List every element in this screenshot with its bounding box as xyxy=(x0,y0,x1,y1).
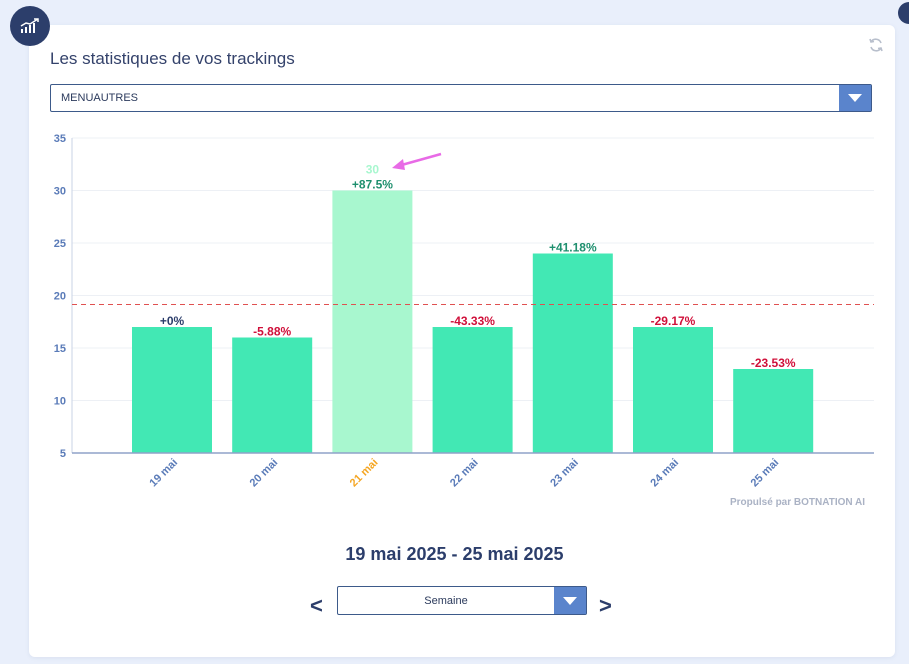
data-label: -5.88% xyxy=(253,325,291,339)
highlight-value-label: 30 xyxy=(366,163,380,177)
tracking-select[interactable]: MENUAUTRES xyxy=(50,84,872,112)
y-tick-label: 20 xyxy=(54,291,66,303)
tracking-select-value: MENUAUTRES xyxy=(61,92,139,104)
chevron-down-icon xyxy=(848,94,862,102)
data-label: +41.18% xyxy=(549,241,597,255)
x-tick-label: 20 mai xyxy=(248,457,281,490)
y-tick-label: 30 xyxy=(54,186,66,198)
dropdown-button[interactable] xyxy=(839,85,871,111)
chart-line-icon[interactable] xyxy=(10,6,50,46)
bar xyxy=(633,327,713,453)
x-tick-label: 19 mai xyxy=(147,457,180,490)
data-label: +87.5% xyxy=(352,178,393,192)
side-avatar xyxy=(898,2,909,24)
x-tick-label: 22 mai xyxy=(448,457,481,490)
y-tick-label: 10 xyxy=(54,396,66,408)
y-tick-label: 25 xyxy=(54,238,66,250)
next-week-button[interactable]: > xyxy=(599,593,612,618)
powered-by: Propulsé par BOTNATION AI xyxy=(730,497,866,508)
data-label: -43.33% xyxy=(450,314,495,328)
prev-week-button[interactable]: < xyxy=(310,593,323,618)
page-title: Les statistiques de vos trackings xyxy=(50,49,295,68)
data-label: -23.53% xyxy=(751,356,796,370)
y-tick-label: 5 xyxy=(60,448,66,460)
bar xyxy=(332,190,413,453)
y-tick-label: 35 xyxy=(54,133,66,145)
bar xyxy=(132,327,212,453)
bar xyxy=(532,253,613,453)
data-label: +0% xyxy=(160,314,185,328)
annotation-arrow xyxy=(397,152,442,168)
chevron-down-icon xyxy=(563,596,577,605)
data-label: -29.17% xyxy=(651,314,696,328)
period-select[interactable]: Semaine xyxy=(337,586,587,615)
date-range: 19 mai 2025 - 25 mai 2025 xyxy=(345,544,564,564)
bar xyxy=(733,369,814,453)
period-select-value: Semaine xyxy=(424,595,468,607)
bar xyxy=(432,327,513,453)
x-tick-label: 21 mai xyxy=(348,457,381,490)
y-tick-label: 15 xyxy=(54,343,66,355)
x-tick-label: 25 mai xyxy=(749,457,782,490)
dropdown-button[interactable] xyxy=(554,587,586,614)
bar xyxy=(232,337,313,453)
annotation-arrow-head xyxy=(392,159,405,170)
refresh-icon[interactable] xyxy=(868,37,884,53)
x-tick-label: 24 mai xyxy=(648,457,681,490)
x-tick-label: 23 mai xyxy=(548,457,581,490)
